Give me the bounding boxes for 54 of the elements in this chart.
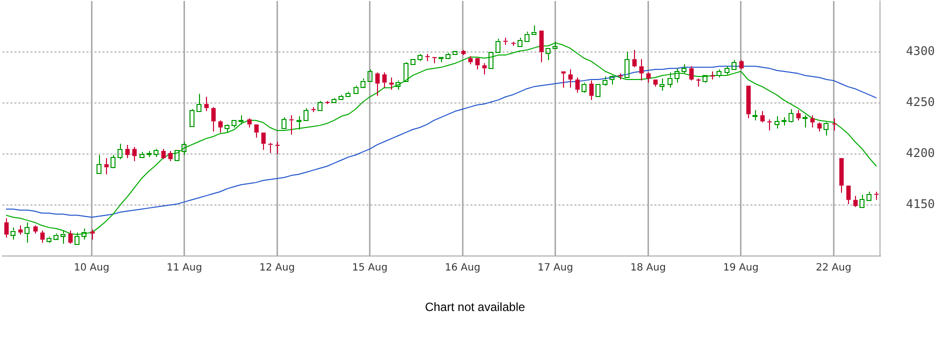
- candlestick: [839, 158, 844, 194]
- candlestick: [104, 158, 109, 175]
- candlestick: [732, 60, 736, 70]
- candlestick: [304, 108, 308, 121]
- x-tick-label: 22 Aug: [816, 262, 852, 274]
- candlestick: [752, 110, 758, 121]
- candlestick: [682, 64, 686, 74]
- candlestick: [846, 186, 851, 204]
- candlestick: [532, 24, 536, 35]
- x-tick-label: 16 Aug: [444, 262, 480, 274]
- candlestick: [802, 114, 808, 128]
- y-tick-label: 4250: [906, 95, 935, 110]
- y-tick-label: 4200: [906, 146, 935, 160]
- candlestick: [496, 38, 500, 53]
- candlestick: [238, 114, 244, 125]
- x-tick-label: 17 Aug: [538, 262, 574, 274]
- candlestick: [354, 85, 358, 94]
- candlestick: [404, 62, 408, 82]
- candlestick: [796, 110, 801, 121]
- candlestick: [624, 52, 630, 78]
- text: Chart not available: [424, 300, 526, 314]
- candlestick: [539, 30, 544, 63]
- candlestick: [552, 41, 558, 49]
- candlestick: [760, 110, 765, 123]
- candlestick: [296, 116, 302, 130]
- candlestick: [518, 37, 522, 47]
- x-tick-label: 15 Aug: [352, 262, 388, 274]
- candlestick: [261, 132, 266, 150]
- candlestick: [589, 80, 594, 100]
- candlestick: [318, 100, 322, 111]
- candlestick: [74, 232, 80, 245]
- y-tick-label: 4150: [906, 197, 935, 212]
- candlestick: [774, 116, 780, 129]
- candlestick: [475, 58, 480, 70]
- candlestick: [24, 222, 30, 244]
- candlestick: [739, 60, 744, 70]
- x-tick-label: 18 Aug: [630, 262, 666, 274]
- x-tick-label: 19 Aug: [723, 262, 759, 274]
- candlestick: [668, 72, 672, 88]
- x-tick-label: 10 Aug: [74, 262, 110, 274]
- candlestick: [632, 49, 637, 68]
- candlestick: [860, 194, 864, 208]
- candlestick: [96, 154, 102, 174]
- x-tick-label: 11 Aug: [166, 262, 202, 274]
- x-tick-label: 12 Aug: [259, 262, 295, 274]
- candlestick: [746, 86, 751, 119]
- candlestick: [788, 108, 794, 123]
- candlestick: [660, 78, 664, 92]
- candlestick: [190, 108, 194, 127]
- y-tick-label: 4300: [906, 44, 935, 58]
- candlestick: [211, 106, 216, 132]
- candlestick: [524, 31, 530, 42]
- candlestick: [60, 230, 66, 244]
- candlestick: [196, 93, 202, 112]
